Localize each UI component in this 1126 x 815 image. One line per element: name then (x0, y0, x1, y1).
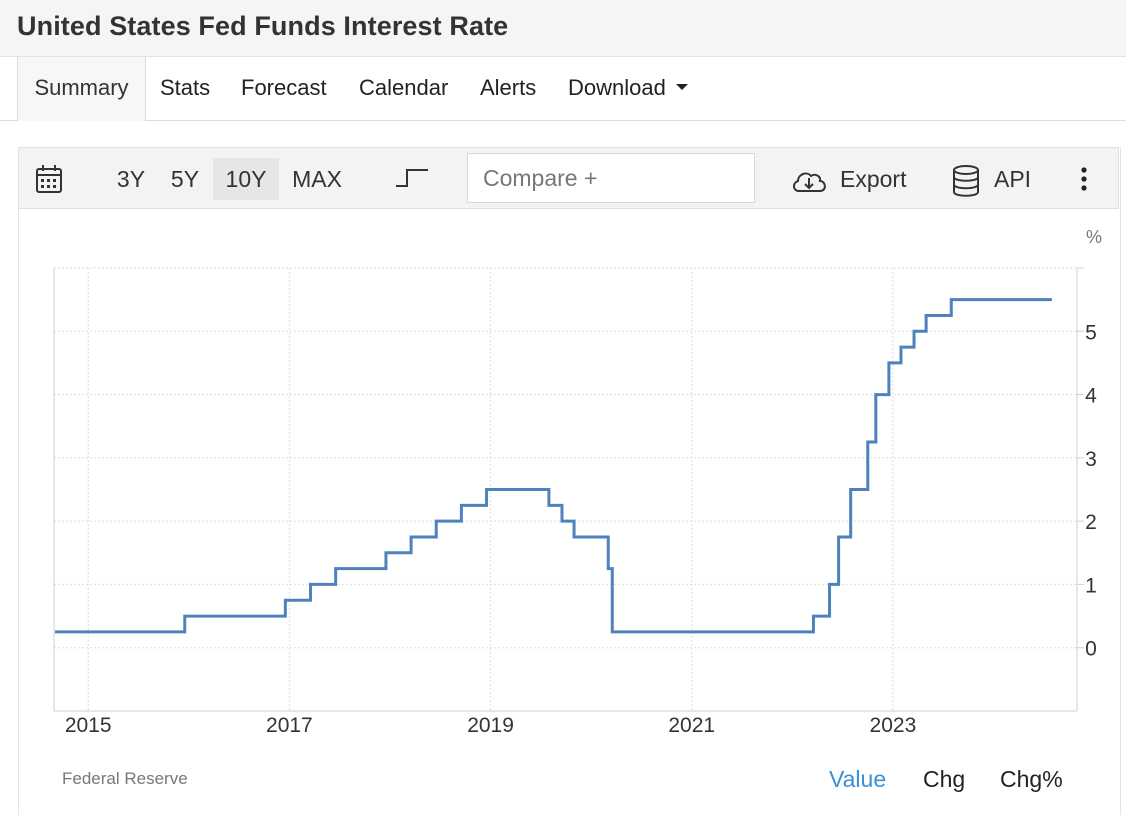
step-line-icon[interactable] (395, 166, 429, 196)
tab-forecast[interactable]: Forecast (241, 75, 327, 100)
tab-summary[interactable]: Summary (17, 57, 146, 121)
page-title: United States Fed Funds Interest Rate (17, 11, 509, 41)
range-5y-button[interactable]: 5Y (170, 166, 200, 192)
tab-alerts[interactable]: Alerts (480, 75, 537, 100)
api-button[interactable]: API (952, 164, 1032, 197)
cloud-download-icon (793, 172, 826, 192)
range-max-button[interactable]: MAX (292, 166, 342, 192)
compare-input[interactable] (467, 153, 755, 203)
mode-chg-button[interactable]: Chg (923, 766, 966, 792)
tab-download-label: Download (568, 75, 666, 100)
api-label: API (994, 166, 1032, 192)
tab-bar: Summary Stats Forecast Calendar Alerts D… (0, 57, 1126, 121)
mode-chg-percent-button[interactable]: Chg% (1000, 766, 1063, 792)
title-bar: United States Fed Funds Interest Rate (0, 0, 1126, 57)
chart-toolbar: 3Y 5Y 10Y MAX Export API (18, 147, 1119, 209)
tab-calendar[interactable]: Calendar (359, 75, 449, 100)
chevron-down-icon (675, 84, 688, 91)
range-10y-button[interactable]: 10Y (213, 158, 279, 200)
export-button[interactable]: Export (790, 164, 906, 194)
database-icon (953, 164, 979, 197)
range-3y-button[interactable]: 3Y (116, 166, 146, 192)
mode-value-button[interactable]: Value (829, 766, 887, 792)
calendar-icon[interactable] (35, 164, 63, 200)
tab-download[interactable]: Download (568, 57, 688, 120)
chart-panel (18, 147, 1121, 815)
source-label: Federal Reserve (62, 769, 188, 788)
tab-stats[interactable]: Stats (160, 75, 211, 100)
more-vertical-icon[interactable] (1079, 166, 1089, 198)
export-label: Export (840, 166, 907, 192)
